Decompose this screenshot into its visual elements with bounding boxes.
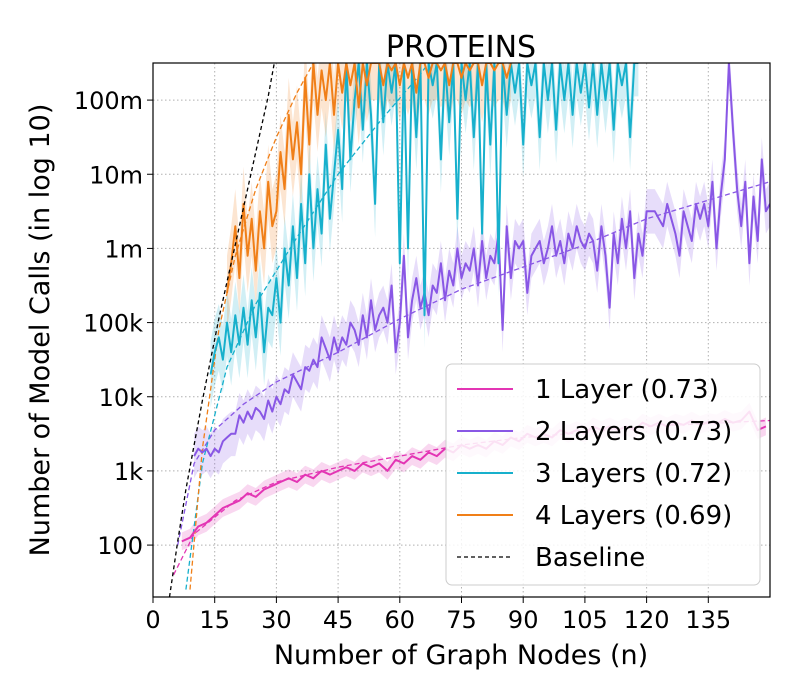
x-tick-label: 105 — [562, 606, 608, 634]
y-tick-label: 100m — [74, 87, 143, 115]
series-line — [209, 63, 639, 375]
y-tick-label: 1k — [114, 458, 143, 486]
y-tick-label: 1m — [104, 235, 143, 263]
y-axis-label: Number of Model Calls (in log 10) — [25, 104, 56, 557]
x-tick-label: 15 — [199, 606, 230, 634]
x-tick-label: 135 — [685, 606, 731, 634]
series-line — [193, 63, 770, 458]
x-tick-label: 0 — [145, 606, 160, 634]
x-tick-label: 90 — [508, 606, 539, 634]
legend-box — [445, 363, 761, 586]
legend-label: 1 Layer (0.73) — [535, 375, 719, 405]
x-tick-label: 60 — [385, 606, 416, 634]
confidence-band — [194, 63, 770, 479]
y-axis-ticks: 100 1k 10k 100k 1m 10m 100m — [74, 87, 153, 560]
trend-line — [185, 63, 430, 590]
x-tick-label: 75 — [446, 606, 477, 634]
legend-label: 3 Layers (0.72) — [535, 459, 732, 489]
x-axis-ticks: 0 15 30 45 60 75 90 105 120 135 — [145, 597, 731, 634]
y-tick-label: 100k — [83, 310, 143, 338]
series-line — [226, 63, 512, 294]
legend-label: Baseline — [535, 543, 645, 573]
x-tick-label: 120 — [624, 606, 670, 634]
legend-label: 2 Layers (0.73) — [535, 417, 732, 447]
x-tick-label: 45 — [323, 606, 354, 634]
baseline-line — [168, 63, 275, 597]
y-tick-label: 10k — [99, 384, 144, 412]
legend: 1 Layer (0.73) 2 Layers (0.73) 3 Layers (0… — [445, 363, 761, 586]
chart-title: PROTEINS — [386, 30, 536, 65]
x-axis-label: Number of Graph Nodes (n) — [274, 640, 648, 671]
y-tick-label: 100 — [97, 532, 143, 560]
legend-label: 4 Layers (0.69) — [535, 501, 732, 531]
x-tick-label: 30 — [261, 606, 292, 634]
y-tick-label: 10m — [89, 161, 143, 189]
